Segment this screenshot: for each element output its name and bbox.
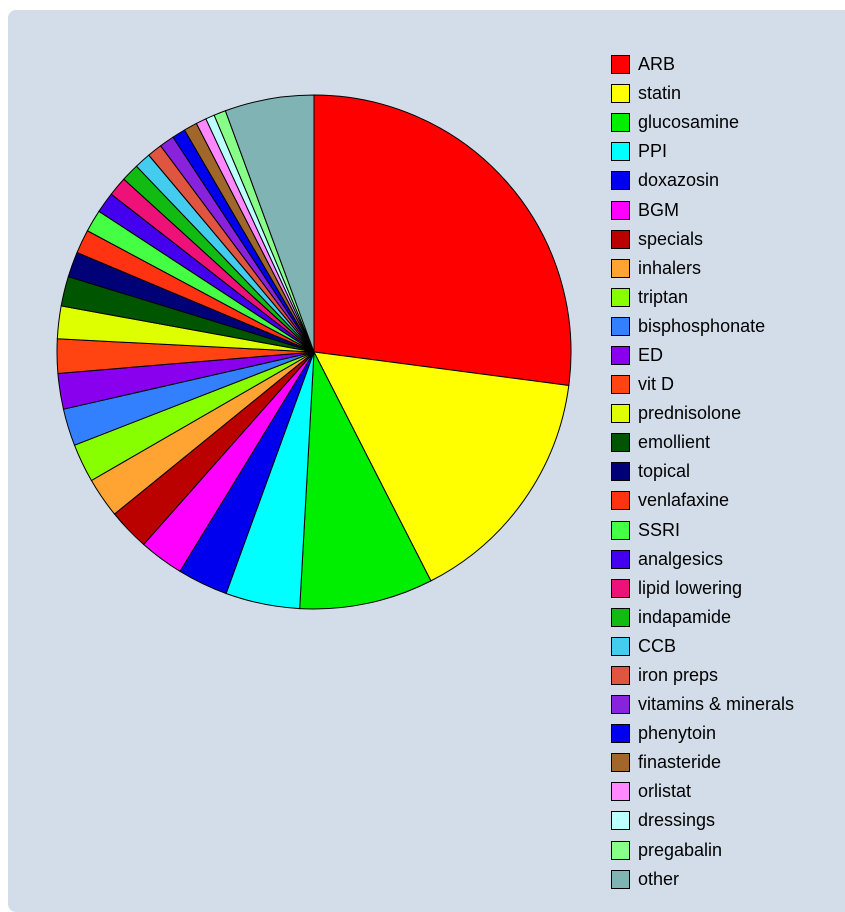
chart-panel: ARB statin glucosamine PPI doxazosin BGM speci… xyxy=(8,10,845,912)
legend-swatch xyxy=(611,811,630,831)
legend-label: SSRI xyxy=(638,519,681,540)
legend-swatch xyxy=(611,113,630,133)
legend-item: venlafaxine xyxy=(611,486,794,515)
legend-label: dressings xyxy=(638,810,716,831)
legend-item: analgesics xyxy=(611,545,794,574)
legend-label: bisphosphonate xyxy=(638,315,766,336)
legend-label: specials xyxy=(638,228,704,249)
legend-swatch xyxy=(611,258,630,278)
legend-label: triptan xyxy=(638,286,689,307)
legend-item: dressings xyxy=(611,806,794,835)
legend-item: ED xyxy=(611,341,794,370)
legend-label: statin xyxy=(638,83,682,104)
legend-swatch xyxy=(611,491,630,511)
legend-label: lipid lowering xyxy=(638,577,743,598)
pie-slice-28 xyxy=(224,94,315,353)
legend-swatch xyxy=(611,724,630,744)
legend-item: PPI xyxy=(611,137,794,166)
legend-swatch xyxy=(611,404,630,424)
legend-label: doxazosin xyxy=(638,170,720,191)
legend-swatch xyxy=(611,84,630,104)
legend-item: SSRI xyxy=(611,516,794,545)
legend-label: pregabalin xyxy=(638,839,723,860)
legend-swatch xyxy=(611,695,630,715)
legend-label: vit D xyxy=(638,374,674,395)
legend-label: glucosamine xyxy=(638,112,740,133)
legend-item: finasteride xyxy=(611,748,794,777)
pie-slice-1 xyxy=(313,351,570,582)
legend-item: bisphosphonate xyxy=(611,312,794,341)
legend-label: ARB xyxy=(638,54,676,75)
legend-item: orlistat xyxy=(611,777,794,806)
legend-item: iron preps xyxy=(611,661,794,690)
legend-item: doxazosin xyxy=(611,166,794,195)
legend-swatch xyxy=(611,840,630,860)
legend-label: ED xyxy=(638,344,664,365)
legend-item: specials xyxy=(611,225,794,254)
legend-item: ARB xyxy=(611,50,794,79)
legend-swatch xyxy=(611,869,630,889)
legend-item: topical xyxy=(611,457,794,486)
legend-item: BGM xyxy=(611,195,794,224)
legend-swatch xyxy=(611,549,630,569)
legend-swatch xyxy=(611,433,630,453)
legend-item: statin xyxy=(611,79,794,108)
legend-label: analgesics xyxy=(638,548,724,569)
legend-swatch xyxy=(611,200,630,220)
legend-swatch xyxy=(611,753,630,773)
legend-item: other xyxy=(611,865,794,894)
legend-label: venlafaxine xyxy=(638,490,730,511)
legend-item: pregabalin xyxy=(611,836,794,865)
legend-label: CCB xyxy=(638,635,677,656)
legend-label: iron preps xyxy=(638,665,719,686)
legend-swatch xyxy=(611,636,630,656)
legend-swatch xyxy=(611,287,630,307)
legend-item: lipid lowering xyxy=(611,574,794,603)
legend-swatch xyxy=(611,520,630,540)
legend-label: other xyxy=(638,868,680,889)
legend-item: vitamins & minerals xyxy=(611,690,794,719)
legend-item: glucosamine xyxy=(611,108,794,137)
legend-label: phenytoin xyxy=(638,723,717,744)
legend-item: prednisolone xyxy=(611,399,794,428)
legend-swatch xyxy=(611,607,630,627)
chart-legend: ARB statin glucosamine PPI doxazosin BGM speci… xyxy=(611,50,794,894)
legend-label: inhalers xyxy=(638,257,702,278)
legend-swatch xyxy=(611,462,630,482)
legend-swatch xyxy=(611,55,630,75)
legend-swatch xyxy=(611,375,630,395)
legend-label: prednisolone xyxy=(638,403,742,424)
legend-label: emollient xyxy=(638,432,711,453)
legend-label: BGM xyxy=(638,199,680,220)
legend-item: inhalers xyxy=(611,254,794,283)
legend-label: indapamide xyxy=(638,606,732,627)
legend-item: triptan xyxy=(611,283,794,312)
pie-slice-0 xyxy=(313,94,572,387)
legend-item: indapamide xyxy=(611,603,794,632)
legend-label: PPI xyxy=(638,141,668,162)
pie-slice-2 xyxy=(299,350,432,610)
legend-swatch xyxy=(611,345,630,365)
legend-swatch xyxy=(611,782,630,802)
legend-item: CCB xyxy=(611,632,794,661)
legend-item: vit D xyxy=(611,370,794,399)
legend-label: orlistat xyxy=(638,781,692,802)
legend-label: topical xyxy=(638,461,691,482)
legend-item: emollient xyxy=(611,428,794,457)
pie-chart xyxy=(56,94,572,610)
legend-label: finasteride xyxy=(638,752,722,773)
legend-label: vitamins & minerals xyxy=(638,694,795,715)
legend-swatch xyxy=(611,578,630,598)
legend-swatch xyxy=(611,666,630,686)
legend-item: phenytoin xyxy=(611,719,794,748)
legend-swatch xyxy=(611,316,630,336)
legend-swatch xyxy=(611,229,630,249)
legend-swatch xyxy=(611,171,630,191)
legend-swatch xyxy=(611,142,630,162)
